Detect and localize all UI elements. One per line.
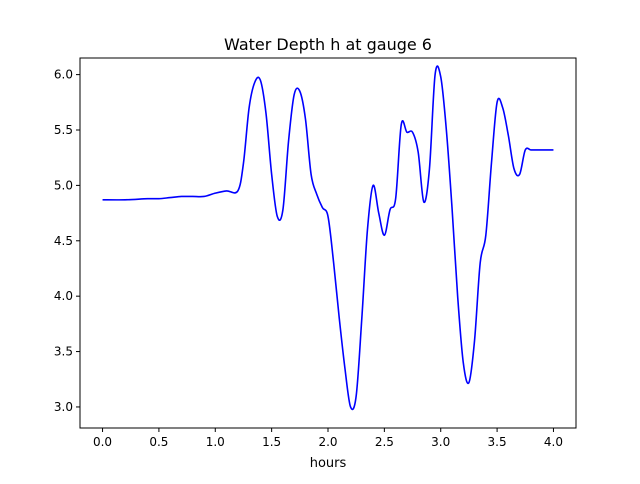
x-axis: 0.0 0.5 1.0 1.5 2.0 2.5 3.0 3.5 4.0 <box>93 428 563 449</box>
y-tick-label: 3.5 <box>54 345 73 359</box>
x-tick-label: 1.5 <box>262 435 281 449</box>
y-tick-label: 4.0 <box>54 289 73 303</box>
x-tick-label: 4.0 <box>544 435 563 449</box>
x-axis-label: hours <box>310 456 347 471</box>
x-tick-label: 3.0 <box>431 435 450 449</box>
x-tick-label: 3.5 <box>488 435 507 449</box>
y-tick-label: 5.0 <box>54 178 73 192</box>
y-axis: 3.0 3.5 4.0 4.5 5.0 5.5 6.0 <box>54 68 80 414</box>
y-tick-label: 6.0 <box>54 68 73 82</box>
x-tick-label: 2.0 <box>318 435 337 449</box>
x-tick-label: 2.5 <box>375 435 394 449</box>
series-layer <box>102 65 554 411</box>
x-tick-label: 0.5 <box>149 435 168 449</box>
x-tick-label: 0.0 <box>93 435 112 449</box>
water-depth-line <box>102 65 554 411</box>
x-tick-label: 1.0 <box>206 435 225 449</box>
y-tick-label: 3.0 <box>54 400 73 414</box>
chart-title: Water Depth h at gauge 6 <box>224 35 432 54</box>
y-tick-label: 4.5 <box>54 234 73 248</box>
y-tick-label: 5.5 <box>54 123 73 137</box>
